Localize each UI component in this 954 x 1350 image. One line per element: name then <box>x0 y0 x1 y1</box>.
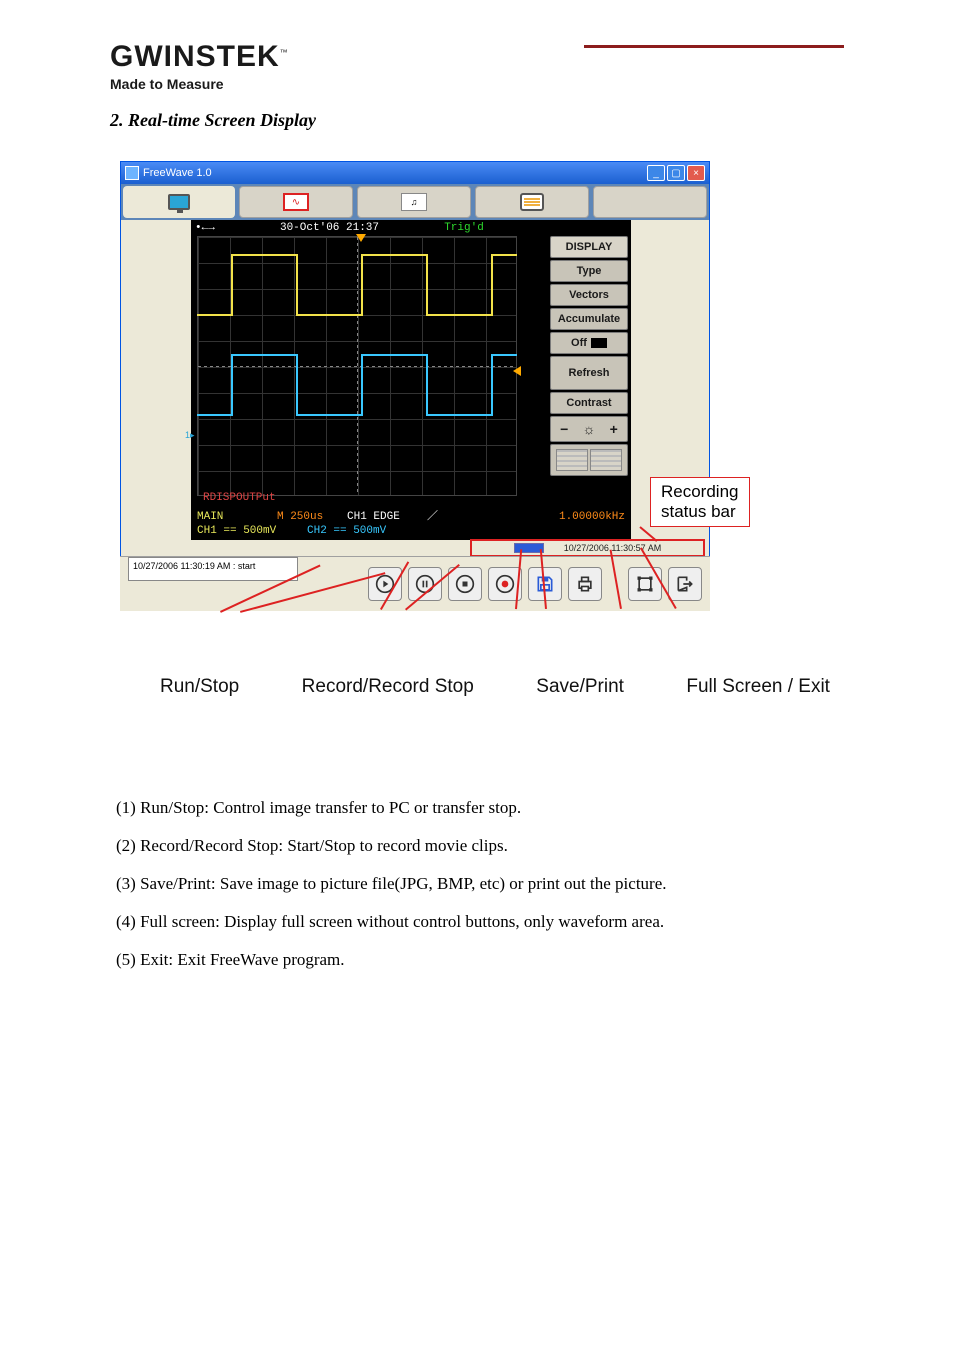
recording-status-highlight: 10/27/2006 11:30:57 AM <box>470 539 705 557</box>
trigger-level-icon <box>513 366 521 376</box>
window-titlebar: FreeWave 1.0 _ ▢ × <box>121 162 709 184</box>
menu-refresh[interactable]: Refresh <box>550 356 628 390</box>
callout-recording-status: Recording status bar <box>650 477 750 527</box>
tab-notes[interactable]: ♫ <box>357 186 471 218</box>
annot-fullexit: Full Screen / Exit <box>686 676 830 698</box>
tab-realtime[interactable] <box>123 186 235 218</box>
readout-ch2: CH2 == 500mV <box>307 524 386 538</box>
exit-button[interactable] <box>668 567 702 601</box>
desc-item-1: (1) Run/Stop: Control image transfer to … <box>116 791 844 825</box>
plus-icon: + <box>610 421 618 437</box>
scope-timestamp: 30-Oct'06 21:37 <box>280 222 379 234</box>
menu-contrast-control[interactable]: − ☼ + <box>550 416 628 442</box>
description-list: (1) Run/Stop: Control image transfer to … <box>110 791 844 977</box>
maximize-button[interactable]: ▢ <box>667 165 685 181</box>
screenshot-figure: FreeWave 1.0 _ ▢ × ∿ ♫ •←→ 30-Oct'06 21:… <box>120 161 840 731</box>
menu-vectors[interactable]: Vectors <box>550 284 628 306</box>
desc-item-4: (4) Full screen: Display full screen wit… <box>116 905 844 939</box>
window-title: FreeWave 1.0 <box>143 167 212 179</box>
menu-grid-style[interactable] <box>550 444 628 476</box>
monitor-icon <box>168 194 190 210</box>
tab-list[interactable] <box>475 186 589 218</box>
readout-main: MAIN <box>197 510 277 524</box>
scope-grid <box>197 236 517 496</box>
logo-text: GWINSTEK <box>110 40 280 73</box>
music-icon: ♫ <box>401 193 427 211</box>
readout-ch1: CH1 == 500mV <box>197 524 307 538</box>
record-button[interactable] <box>448 567 482 601</box>
menu-accumulate[interactable]: Accumulate <box>550 308 628 330</box>
tab-waveform[interactable]: ∿ <box>239 186 353 218</box>
desc-item-5: (5) Exit: Exit FreeWave program. <box>116 943 844 977</box>
start-time-field: 10/27/2006 11:30:19 AM : start <box>128 557 298 581</box>
scope-readout: MAIN M 250us CH1 EDGE ／ 1.00000kHz CH1 =… <box>197 510 625 538</box>
waveform-icon: ∿ <box>283 193 309 211</box>
annot-runstop: Run/Stop <box>160 676 239 698</box>
readout-timebase: M 250us <box>277 510 347 524</box>
scope-trig: Trig'd <box>444 222 484 234</box>
app-icon <box>125 166 139 180</box>
section-title: 2. Real-time Screen Display <box>110 110 844 131</box>
tab-blank[interactable] <box>593 186 707 218</box>
annot-saveprint: Save/Print <box>536 676 624 698</box>
minus-icon: − <box>560 421 568 437</box>
ch1-marker: 1▸ <box>185 430 195 441</box>
callout-recording-line1: Recording <box>661 482 739 502</box>
control-panel: 10/27/2006 11:30:19 AM : start <box>120 556 710 611</box>
brand-tagline: Made to Measure <box>110 76 844 92</box>
callout-recording-line2: status bar <box>661 502 739 522</box>
list-icon <box>520 193 544 211</box>
app-window: FreeWave 1.0 _ ▢ × ∿ ♫ •←→ 30-Oct'06 21:… <box>120 161 710 576</box>
menu-off[interactable]: Off <box>550 332 628 354</box>
print-button[interactable] <box>568 567 602 601</box>
logo-tm: ™ <box>280 48 289 57</box>
rdis-label: RDISPOUTPut <box>203 492 276 504</box>
menu-display: DISPLAY <box>550 236 628 258</box>
tab-strip: ∿ ♫ <box>121 184 709 220</box>
trigger-pos-icon <box>356 234 366 242</box>
menu-type[interactable]: Type <box>550 260 628 282</box>
desc-item-2: (2) Record/Record Stop: Start/Stop to re… <box>116 829 844 863</box>
display-menu: DISPLAY Type Vectors Accumulate Off Refr… <box>550 236 628 476</box>
oscilloscope-display: •←→ 30-Oct'06 21:37 Trig'd 1▸ RDISPOUTPu… <box>191 220 631 540</box>
readout-slope: ／ <box>427 510 447 524</box>
scope-arrows: •←→ <box>195 222 215 234</box>
header-rule <box>584 45 844 48</box>
fullscreen-button[interactable] <box>628 567 662 601</box>
minimize-button[interactable]: _ <box>647 165 665 181</box>
readout-ch1edge: CH1 EDGE <box>347 510 427 524</box>
readout-freq: 1.00000kHz <box>447 510 625 524</box>
brightness-icon: ☼ <box>583 421 596 437</box>
annotation-row: Run/Stop Record/Record Stop Save/Print F… <box>160 676 830 698</box>
recording-end-ts: 10/27/2006 11:30:57 AM <box>564 543 661 553</box>
annot-record: Record/Record Stop <box>302 676 474 698</box>
close-button[interactable]: × <box>687 165 705 181</box>
menu-contrast[interactable]: Contrast <box>550 392 628 414</box>
toggle-icon <box>591 338 607 348</box>
desc-item-3: (3) Save/Print: Save image to picture fi… <box>116 867 844 901</box>
